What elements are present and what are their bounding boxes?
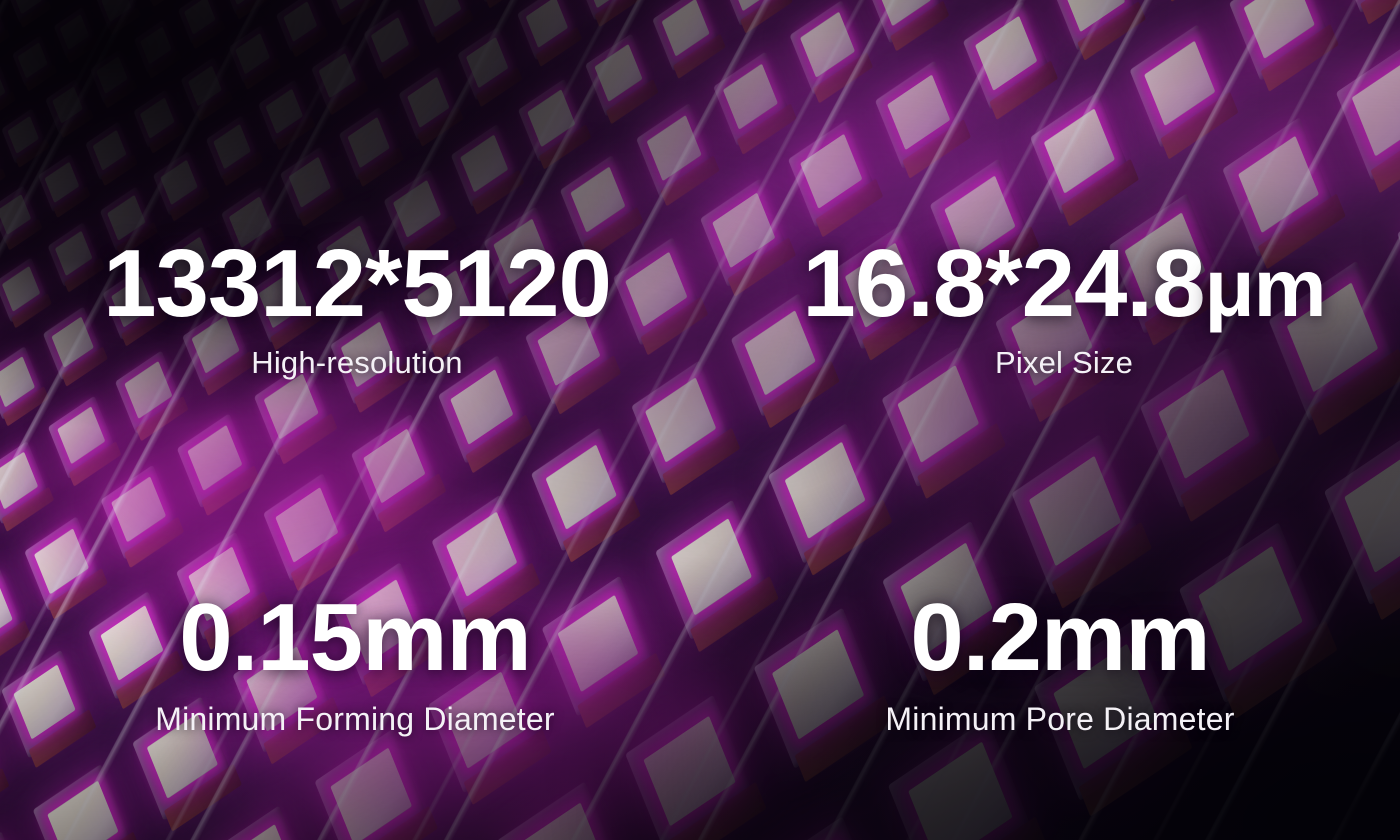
stat-pixel-size: 16.8*24.8μm Pixel Size	[700, 236, 1400, 380]
stat-value-minimum-forming-diameter: 0.15mm	[179, 584, 532, 691]
stat-label-high-resolution: High-resolution	[251, 345, 463, 380]
stat-high-resolution: 13312*5120 High-resolution	[0, 236, 700, 380]
stat-value-pixel-size-unit: μm	[1204, 243, 1326, 334]
stat-minimum-pore-diameter: 0.2mm Minimum Pore Diameter	[700, 538, 1400, 737]
stat-minimum-forming-diameter: 0.15mm Minimum Forming Diameter	[0, 538, 700, 737]
stat-label-minimum-pore-diameter: Minimum Pore Diameter	[885, 701, 1235, 737]
stat-value-pixel-size-number: 16.8*24.8	[802, 230, 1205, 337]
stat-value-high-resolution: 13312*5120	[103, 230, 612, 337]
stat-label-minimum-forming-diameter: Minimum Forming Diameter	[155, 701, 555, 737]
stat-value-pixel-size: 16.8*24.8μm	[728, 236, 1400, 332]
stat-value-minimum-pore-diameter: 0.2mm	[910, 584, 1210, 691]
stat-label-pixel-size: Pixel Size	[994, 345, 1134, 380]
